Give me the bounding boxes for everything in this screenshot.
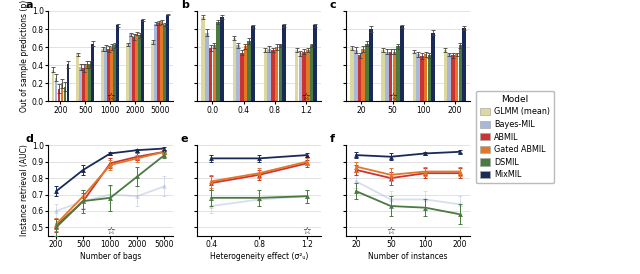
Bar bbox=[83, 68, 85, 101]
Bar bbox=[113, 45, 116, 101]
Bar bbox=[282, 25, 286, 101]
Bar bbox=[108, 49, 110, 101]
Bar bbox=[369, 29, 372, 101]
Bar bbox=[392, 52, 396, 101]
Bar bbox=[431, 33, 435, 101]
Bar bbox=[135, 34, 138, 101]
Text: ☆: ☆ bbox=[106, 92, 115, 101]
Text: ☆: ☆ bbox=[301, 92, 310, 101]
Bar bbox=[268, 49, 271, 101]
Bar bbox=[295, 50, 298, 101]
Bar bbox=[428, 55, 431, 101]
Bar bbox=[110, 47, 113, 101]
Bar bbox=[212, 45, 216, 101]
Bar bbox=[216, 22, 220, 101]
Bar bbox=[264, 50, 268, 101]
Bar bbox=[314, 25, 317, 101]
Bar bbox=[236, 45, 240, 101]
Bar bbox=[101, 49, 104, 101]
Text: a: a bbox=[26, 0, 33, 10]
Bar bbox=[350, 48, 354, 101]
Bar bbox=[306, 50, 310, 101]
Bar bbox=[157, 23, 160, 101]
Bar bbox=[202, 17, 205, 101]
Bar bbox=[462, 28, 466, 101]
Bar bbox=[358, 55, 362, 101]
Bar bbox=[88, 64, 92, 101]
Bar bbox=[166, 15, 169, 101]
Bar bbox=[244, 46, 247, 101]
Bar bbox=[58, 89, 60, 101]
Bar bbox=[132, 37, 135, 101]
Legend: GLMM (mean), Bayes-MIL, ABMIL, Gated ABMIL, DSMIL, MixMIL: GLMM (mean), Bayes-MIL, ABMIL, Gated ABM… bbox=[476, 91, 554, 183]
Bar bbox=[271, 50, 275, 101]
Bar bbox=[413, 52, 416, 101]
Bar bbox=[54, 78, 58, 101]
Bar bbox=[396, 46, 400, 101]
Bar bbox=[420, 56, 424, 101]
Bar bbox=[205, 33, 209, 101]
Bar bbox=[275, 47, 278, 101]
Bar bbox=[365, 44, 369, 101]
Text: ☆: ☆ bbox=[387, 226, 395, 236]
Text: e: e bbox=[180, 135, 188, 144]
Bar bbox=[138, 35, 141, 101]
Bar bbox=[154, 24, 157, 101]
Bar bbox=[129, 35, 132, 101]
Bar bbox=[248, 41, 251, 101]
X-axis label: Heterogeneity effect (σ²ᵤ): Heterogeneity effect (σ²ᵤ) bbox=[210, 252, 308, 261]
X-axis label: Number of instances: Number of instances bbox=[369, 252, 448, 261]
Bar bbox=[451, 55, 455, 101]
Bar bbox=[126, 44, 129, 101]
Bar bbox=[79, 67, 83, 101]
X-axis label: Number of bags: Number of bags bbox=[79, 252, 141, 261]
Text: ☆: ☆ bbox=[303, 226, 312, 236]
Bar bbox=[232, 38, 236, 101]
Bar bbox=[151, 42, 154, 101]
Bar bbox=[310, 45, 314, 101]
Bar bbox=[424, 54, 428, 101]
Bar bbox=[160, 22, 163, 101]
Bar bbox=[298, 53, 302, 101]
Bar bbox=[385, 52, 388, 101]
Bar bbox=[251, 26, 255, 101]
Y-axis label: Instance retrieval (AUC): Instance retrieval (AUC) bbox=[20, 144, 29, 236]
Bar bbox=[278, 45, 282, 101]
Bar bbox=[116, 25, 119, 101]
Bar bbox=[63, 87, 67, 101]
Bar bbox=[61, 83, 63, 101]
Text: f: f bbox=[330, 135, 335, 144]
Bar bbox=[389, 52, 392, 101]
Bar bbox=[67, 64, 69, 101]
Bar bbox=[362, 49, 365, 101]
Bar bbox=[354, 50, 358, 101]
Bar bbox=[86, 64, 88, 101]
Bar bbox=[52, 70, 54, 101]
Bar bbox=[447, 54, 451, 101]
Text: d: d bbox=[26, 135, 33, 144]
Bar bbox=[400, 26, 404, 101]
Text: c: c bbox=[330, 0, 336, 10]
Bar bbox=[416, 54, 420, 101]
Bar bbox=[220, 17, 223, 101]
Text: b: b bbox=[180, 0, 189, 10]
Y-axis label: Out of sample predictions (p): Out of sample predictions (p) bbox=[20, 0, 29, 112]
Text: ☆: ☆ bbox=[388, 92, 397, 101]
Bar bbox=[444, 50, 447, 101]
Bar bbox=[455, 54, 458, 101]
Bar bbox=[141, 20, 144, 101]
Bar bbox=[381, 50, 385, 101]
Bar bbox=[240, 53, 244, 101]
Bar bbox=[77, 54, 79, 101]
Text: ☆: ☆ bbox=[106, 226, 115, 236]
Bar bbox=[92, 44, 94, 101]
Bar bbox=[209, 48, 212, 101]
Bar bbox=[163, 25, 166, 101]
Bar bbox=[459, 45, 462, 101]
Bar bbox=[302, 52, 306, 101]
Bar bbox=[104, 48, 108, 101]
